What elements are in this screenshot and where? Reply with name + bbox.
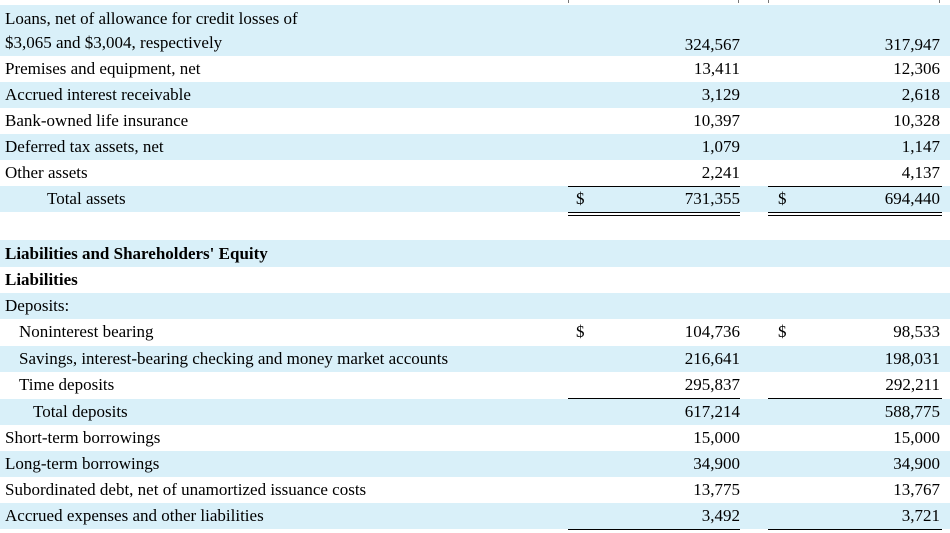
prior-value: 10,328 [893, 111, 940, 130]
current-value: 295,837 [684, 375, 740, 394]
subtotal-rule [768, 398, 942, 399]
current-value: 324,567 [684, 35, 740, 54]
currency-symbol: $ [778, 322, 787, 341]
table-row: Accrued interest receivable 3,129 2,618 [0, 82, 950, 108]
row-label: Accrued interest receivable [5, 85, 191, 104]
table-row: Other assets 2,241 4,137 [0, 160, 950, 186]
table-row: Loans, net of allowance for credit losse… [0, 5, 950, 56]
table-row: Subordinated debt, net of unamortized is… [0, 477, 950, 503]
subsection-header-row: Liabilities [0, 267, 950, 293]
current-value: 2,241 [701, 163, 740, 182]
currency-symbol: $ [778, 189, 787, 208]
row-label: Loans, net of allowance for credit losse… [5, 9, 298, 52]
prior-value: 292,211 [885, 375, 940, 394]
row-label: Subordinated debt, net of unamortized is… [5, 480, 367, 499]
row-label: Deferred tax assets, net [5, 137, 164, 156]
group-label-row: Deposits: [0, 293, 950, 319]
table-row: Short-term borrowings 15,000 15,000 [0, 425, 950, 451]
current-value: 13,775 [693, 480, 740, 499]
row-label: Other assets [5, 163, 88, 182]
section-heading: Liabilities and Shareholders' Equity [5, 244, 268, 263]
current-value: 13,411 [693, 59, 740, 78]
subsection-heading: Liabilities [5, 270, 78, 289]
prior-value: 317,947 [884, 35, 940, 54]
partial-border [939, 0, 940, 3]
row-label: Total assets [47, 189, 126, 208]
double-underline [568, 215, 740, 216]
current-value: 3,492 [701, 506, 740, 525]
partial-border [568, 0, 569, 3]
row-label: Total deposits [33, 402, 128, 421]
current-value: 1,079 [701, 137, 740, 156]
prior-value: 34,900 [893, 454, 940, 473]
current-value: 617,214 [684, 402, 740, 421]
row-label: Bank-owned life insurance [5, 111, 189, 130]
prior-value: 2,618 [901, 85, 940, 104]
row-label: Long-term borrowings [5, 454, 160, 473]
prior-value: 12,306 [893, 59, 940, 78]
current-value: 15,000 [693, 428, 740, 447]
prior-value: 694,440 [884, 189, 940, 208]
table-row: Bank-owned life insurance 10,397 10,328 [0, 108, 950, 134]
table-row: Deferred tax assets, net 1,079 1,147 [0, 134, 950, 160]
row-label: Noninterest bearing [19, 322, 154, 341]
current-value: 34,900 [693, 454, 740, 473]
subtotal-rule [768, 529, 942, 530]
subtotal-rule [568, 186, 740, 187]
double-underline [568, 212, 740, 213]
partial-border [738, 0, 739, 3]
currency-symbol: $ [576, 189, 585, 208]
current-value: 104,736 [684, 322, 740, 341]
current-value: 731,355 [684, 189, 740, 208]
row-label: Time deposits [19, 375, 115, 394]
currency-symbol: $ [576, 322, 585, 341]
double-underline [768, 215, 942, 216]
row-label: Accrued expenses and other liabilities [5, 506, 264, 525]
table-row: Noninterest bearing $ 104,736 $ 98,533 [0, 319, 950, 346]
table-row: Savings, interest-bearing checking and m… [0, 346, 950, 372]
prior-value: 3,721 [901, 506, 940, 525]
table-row: Time deposits 295,837 292,211 [0, 372, 950, 398]
prior-value: 588,775 [884, 402, 940, 421]
row-label: Short-term borrowings [5, 428, 161, 447]
prior-value: 4,137 [901, 163, 940, 182]
subtotal-rule [568, 398, 740, 399]
row-label: Savings, interest-bearing checking and m… [19, 349, 449, 368]
table-row: Long-term borrowings 34,900 34,900 [0, 451, 950, 477]
total-assets-row: Total assets $ 731,355 $ 694,440 [0, 186, 950, 212]
prior-value: 198,031 [884, 349, 940, 368]
prior-value: 98,533 [893, 322, 940, 341]
prior-value: 13,767 [893, 480, 940, 499]
partial-border [768, 0, 769, 3]
prior-value: 15,000 [893, 428, 940, 447]
table-row: Accrued expenses and other liabilities 3… [0, 503, 950, 529]
group-label: Deposits: [5, 296, 70, 315]
current-value: 10,397 [693, 111, 740, 130]
double-underline [768, 212, 942, 213]
row-label: Premises and equipment, net [5, 59, 201, 78]
current-value: 3,129 [701, 85, 740, 104]
total-deposits-row: Total deposits 617,214 588,775 [0, 399, 950, 425]
section-header-row: Liabilities and Shareholders' Equity [0, 240, 950, 267]
prior-value: 1,147 [901, 137, 940, 156]
current-value: 216,641 [684, 349, 740, 368]
subtotal-rule [568, 529, 740, 530]
subtotal-rule [768, 186, 942, 187]
table-row: Premises and equipment, net 13,411 12,30… [0, 56, 950, 82]
